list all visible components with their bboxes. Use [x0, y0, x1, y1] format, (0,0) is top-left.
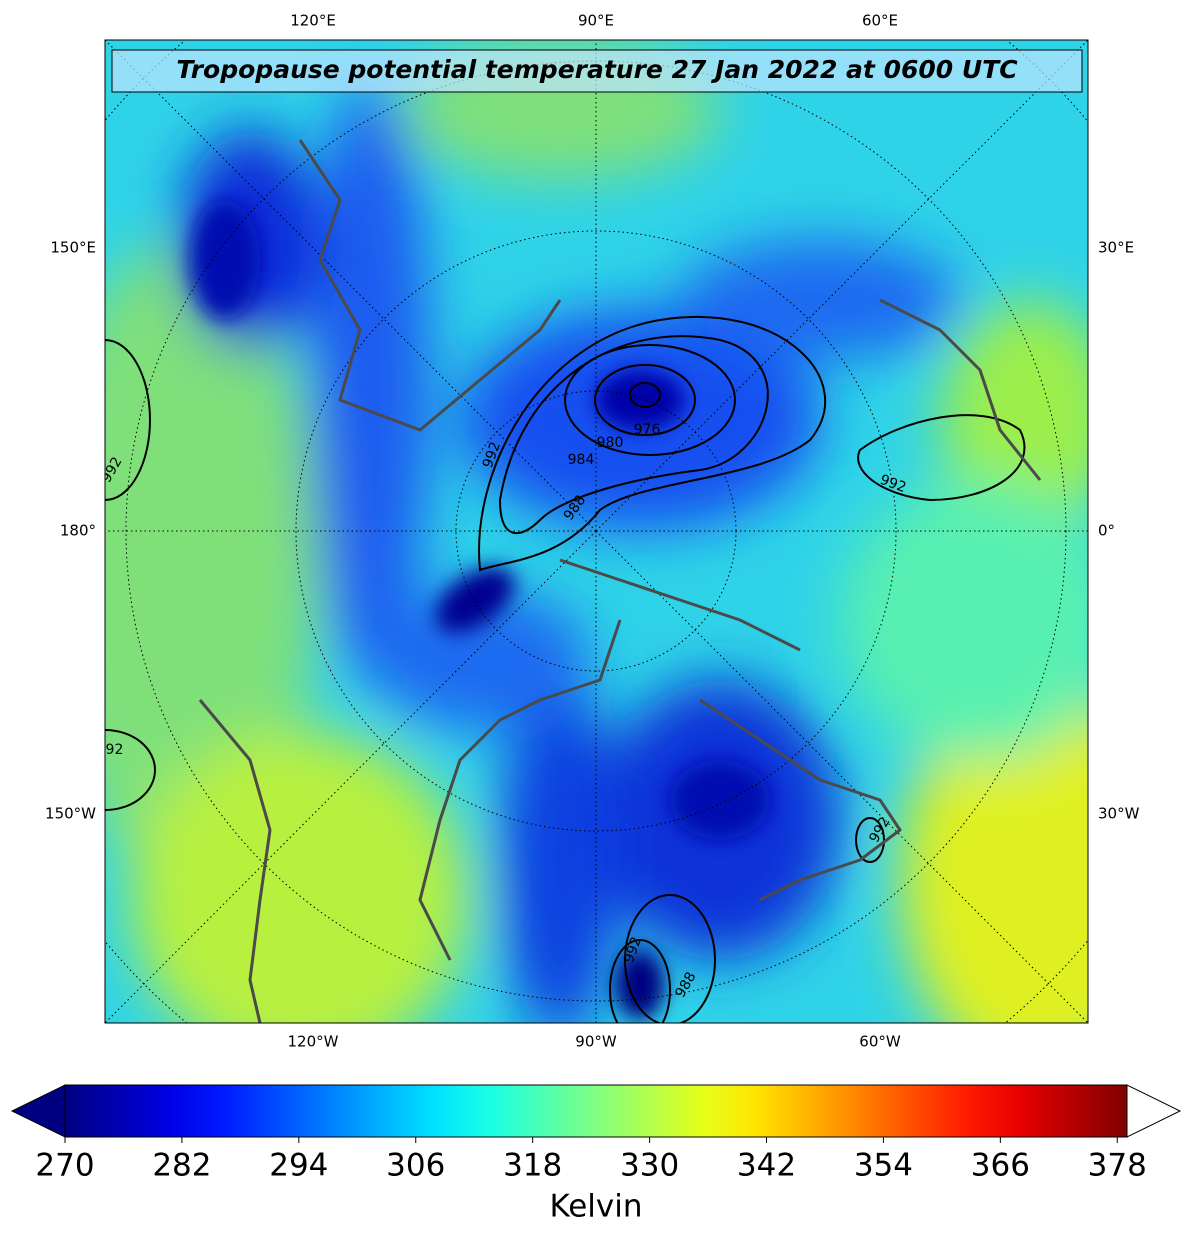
contour-label: 992 [97, 742, 124, 758]
lon-label: 180° [60, 522, 96, 540]
lon-label: 60°E [862, 12, 898, 30]
colorbar-tick-label: 306 [386, 1148, 445, 1184]
lon-label: 120°W [288, 1033, 339, 1051]
colorbar-label: Kelvin [549, 1189, 642, 1225]
colorbar-tick-label: 378 [1088, 1148, 1147, 1184]
lon-label: 60°W [859, 1033, 901, 1051]
colorbar-tick-label: 294 [269, 1148, 328, 1184]
lon-label: 90°E [578, 12, 614, 30]
colorbar-tick-label: 330 [620, 1148, 679, 1184]
lon-label: 120°E [290, 12, 336, 30]
colorbar-tick-label: 318 [503, 1148, 562, 1184]
contour-label: 976 [634, 422, 661, 438]
contour-label: 980 [597, 435, 624, 451]
colorbar-tick-label: 282 [152, 1148, 211, 1184]
colorbar-bar [64, 1084, 1128, 1138]
lon-label: 150°W [45, 805, 96, 823]
colorbar-tick-label: 342 [737, 1148, 796, 1184]
colorbar: 270 282 294 306 318 330 342 354 366 378 [10, 1084, 1182, 1184]
lon-label: 150°E [50, 239, 96, 257]
colorbar-tick-label: 366 [971, 1148, 1030, 1184]
colorbar-extend-high [1126, 1084, 1182, 1138]
lon-label: 30°E [1098, 239, 1134, 257]
colorbar-tick-label: 354 [854, 1148, 913, 1184]
lon-label: 90°W [575, 1033, 617, 1051]
lon-label: 0° [1098, 522, 1115, 540]
contour-label: 984 [568, 452, 595, 468]
lon-label: 30°W [1098, 805, 1140, 823]
map-title: Tropopause potential temperature 27 Jan … [176, 55, 1018, 84]
colorbar-extend-low [10, 1084, 66, 1138]
colorbar-tick-label: 270 [35, 1148, 94, 1184]
